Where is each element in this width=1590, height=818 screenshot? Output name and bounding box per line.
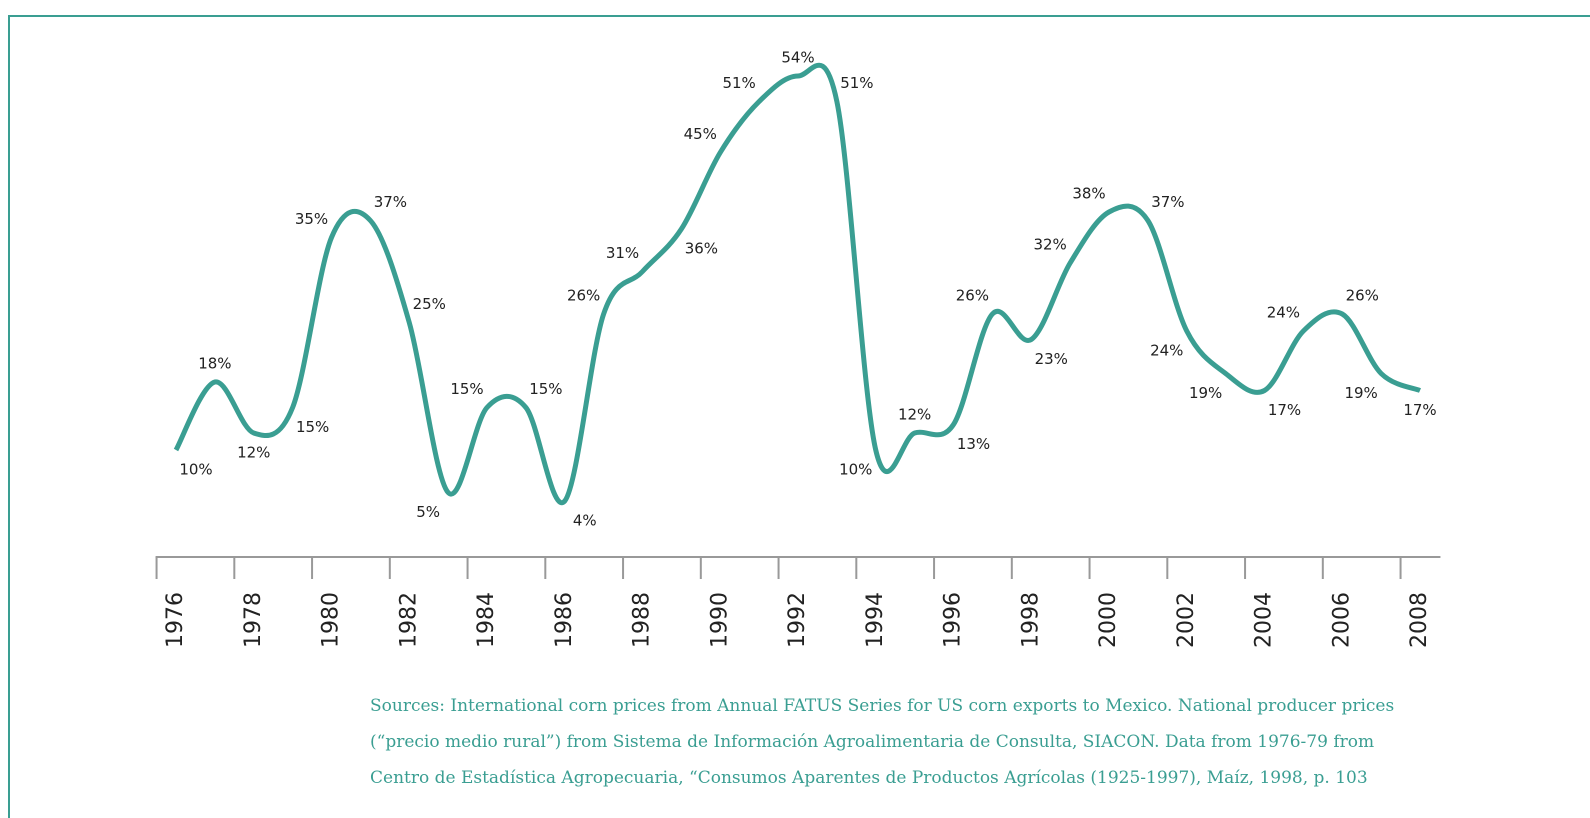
value-label: 26% <box>956 287 989 305</box>
value-label: 24% <box>1267 304 1300 322</box>
value-label: 19% <box>1189 384 1222 402</box>
value-label: 18% <box>198 355 231 373</box>
frame <box>8 15 1590 818</box>
x-tick-label: 2008 <box>1407 592 1432 648</box>
value-label: 15% <box>450 380 483 398</box>
source-line: (“precio medio rural”) from Sistema de I… <box>370 732 1374 752</box>
value-label: 13% <box>957 435 990 453</box>
value-label: 5% <box>416 503 440 521</box>
x-tick-label: 1986 <box>552 592 577 648</box>
value-label: 54% <box>781 49 814 67</box>
value-label: 12% <box>237 444 270 462</box>
value-label: 24% <box>1150 342 1183 360</box>
x-tick-label: 1996 <box>941 592 966 648</box>
value-label: 12% <box>898 406 931 424</box>
value-label: 35% <box>295 210 328 228</box>
source-line: Centro de Estadística Agropecuaria, “Con… <box>370 768 1368 788</box>
value-label: 51% <box>840 74 873 92</box>
x-tick-label: 1980 <box>319 592 344 648</box>
value-label: 31% <box>606 244 639 262</box>
value-label: 51% <box>722 74 755 92</box>
value-label: 37% <box>1151 193 1184 211</box>
x-tick-label: 1978 <box>241 592 266 648</box>
x-tick-label: 2004 <box>1252 592 1277 648</box>
x-tick-label: 1976 <box>163 592 188 648</box>
x-tick-label: 2002 <box>1174 592 1199 648</box>
x-tick-label: 1998 <box>1018 592 1043 648</box>
value-label: 17% <box>1268 401 1301 419</box>
x-tick-label: 1988 <box>630 592 655 648</box>
x-tick-label: 1984 <box>474 592 499 648</box>
x-tick-label: 1990 <box>707 592 732 648</box>
value-label: 23% <box>1035 350 1068 368</box>
value-label: 17% <box>1403 401 1436 419</box>
value-label: 19% <box>1344 384 1377 402</box>
value-label: 15% <box>296 418 329 436</box>
value-label: 36% <box>685 240 718 258</box>
x-tick-label: 1992 <box>785 592 810 648</box>
value-label: 10% <box>179 461 212 479</box>
x-tick-label: 1982 <box>396 592 421 648</box>
value-label: 26% <box>1346 287 1379 305</box>
x-tick-label: 2006 <box>1329 592 1354 648</box>
line <box>173 62 1421 506</box>
value-label: 15% <box>529 380 562 398</box>
value-label: 37% <box>374 193 407 211</box>
x-tick-label: 1994 <box>863 592 888 648</box>
value-label: 10% <box>839 461 872 479</box>
x-tick-label: 2000 <box>1096 592 1121 648</box>
source-line: Sources: International corn prices from … <box>370 696 1394 716</box>
value-label: 25% <box>413 295 446 313</box>
value-label: 32% <box>1033 236 1066 254</box>
value-label: 38% <box>1072 185 1105 203</box>
value-label: 45% <box>684 125 717 143</box>
value-label: 26% <box>567 287 600 305</box>
value-label: 4% <box>573 512 597 530</box>
